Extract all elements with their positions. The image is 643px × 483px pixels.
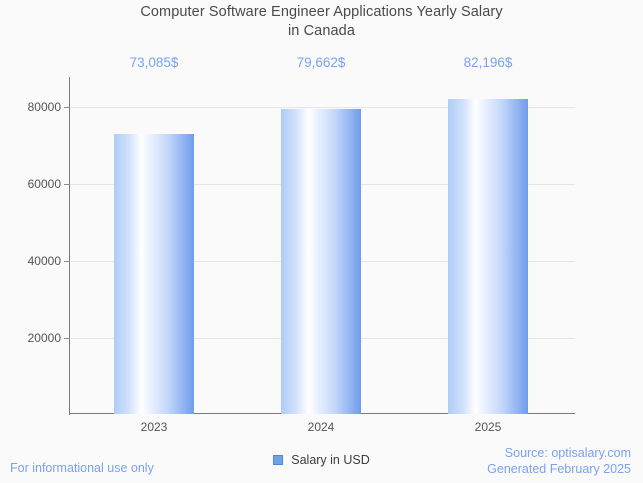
chart-title: Computer Software Engineer Applications …	[140, 4, 503, 39]
y-tick-mark-40000	[64, 261, 70, 262]
footer-source-block: Source: optisalary.com Generated Februar…	[487, 445, 631, 477]
y-tick-label-20000: 20000	[27, 331, 61, 345]
bar-2025[interactable]	[448, 99, 528, 414]
bar-2024[interactable]	[281, 109, 361, 414]
legend-swatch-icon	[273, 455, 284, 465]
y-tick-label-60000: 60000	[27, 177, 61, 191]
footer-generated-date: Generated February 2025	[487, 462, 631, 476]
y-tick-label-80000: 80000	[27, 100, 61, 114]
bar-value-label-2024: 79,662$	[296, 55, 346, 70]
legend-item-label: Salary in USD	[291, 453, 370, 467]
gridline-80000	[70, 107, 575, 108]
bar-2023[interactable]	[114, 134, 194, 414]
footer-source: Source: optisalary.com	[504, 446, 631, 460]
y-tick-label-40000: 40000	[27, 254, 61, 268]
x-tick-label-2023: 2023	[140, 420, 168, 434]
chart-legend: Salary in USD	[0, 453, 643, 467]
x-tick-label-2025: 2025	[474, 420, 502, 434]
y-axis-line	[69, 77, 71, 415]
legend-item-salary-in-usd[interactable]: Salary in USD	[273, 453, 370, 467]
bar-value-label-2023: 73,085$	[129, 55, 179, 70]
x-tick-label-2024: 2024	[307, 420, 335, 434]
y-tick-mark-80000	[64, 107, 70, 108]
y-tick-mark-60000	[64, 184, 70, 185]
bar-value-label-2025: 82,196$	[463, 55, 513, 70]
footer-disclaimer: For informational use only	[10, 461, 154, 475]
y-tick-mark-20000	[64, 338, 70, 339]
